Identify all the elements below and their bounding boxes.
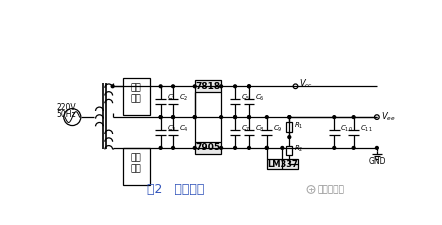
Text: $C_3$: $C_3$ <box>167 124 176 134</box>
Circle shape <box>64 109 81 126</box>
Text: $C_{11}$: $C_{11}$ <box>360 124 373 134</box>
Circle shape <box>193 116 196 119</box>
Text: $R_2$: $R_2$ <box>294 144 304 154</box>
Circle shape <box>352 146 355 149</box>
Circle shape <box>220 146 222 149</box>
Circle shape <box>193 85 196 88</box>
Circle shape <box>248 85 251 88</box>
Circle shape <box>376 146 378 149</box>
Text: 半波: 半波 <box>131 84 141 93</box>
Circle shape <box>159 116 162 119</box>
Bar <box>286 122 293 132</box>
Circle shape <box>171 146 175 149</box>
Text: $V_{cc}$: $V_{cc}$ <box>299 78 313 90</box>
Text: $C_{10}$: $C_{10}$ <box>340 124 353 134</box>
Circle shape <box>288 116 291 119</box>
Text: $C_8$: $C_8$ <box>255 124 265 134</box>
Circle shape <box>266 116 268 119</box>
Text: $V_{ee}$: $V_{ee}$ <box>381 111 396 123</box>
Text: 整流: 整流 <box>131 165 141 174</box>
Text: LM337: LM337 <box>267 160 298 169</box>
Circle shape <box>281 146 284 149</box>
Circle shape <box>266 146 268 149</box>
Circle shape <box>171 116 175 119</box>
Text: 半波: 半波 <box>131 154 141 163</box>
Bar <box>195 142 221 154</box>
Circle shape <box>193 146 196 149</box>
Text: $C_2$: $C_2$ <box>179 93 189 103</box>
Circle shape <box>288 136 291 139</box>
Circle shape <box>333 116 335 119</box>
Text: 50Hz: 50Hz <box>57 110 76 119</box>
Text: 7818: 7818 <box>195 82 221 91</box>
Bar <box>267 159 298 169</box>
Text: $C_5$: $C_5$ <box>241 93 251 103</box>
Circle shape <box>234 116 236 119</box>
Text: 220V: 220V <box>57 103 76 112</box>
Circle shape <box>333 146 335 149</box>
Circle shape <box>352 116 355 119</box>
Text: $C_1$: $C_1$ <box>167 93 176 103</box>
Text: $R_1$: $R_1$ <box>294 120 304 131</box>
Circle shape <box>220 116 222 119</box>
Circle shape <box>248 85 251 88</box>
Circle shape <box>374 115 379 119</box>
Text: 图2   辅助电源: 图2 辅助电源 <box>147 183 204 196</box>
Bar <box>286 146 293 155</box>
Circle shape <box>111 85 114 88</box>
Circle shape <box>193 116 196 119</box>
Circle shape <box>248 116 251 119</box>
Circle shape <box>234 85 236 88</box>
Text: $C_7$: $C_7$ <box>241 124 251 134</box>
Text: 7905: 7905 <box>195 143 221 152</box>
Circle shape <box>288 116 291 119</box>
Circle shape <box>234 146 236 149</box>
Circle shape <box>159 85 162 88</box>
Text: $C_6$: $C_6$ <box>255 93 265 103</box>
Text: $C_4$: $C_4$ <box>179 124 189 134</box>
Bar <box>123 78 150 115</box>
Circle shape <box>159 116 162 119</box>
Text: GND: GND <box>368 157 385 166</box>
Circle shape <box>171 85 175 88</box>
Circle shape <box>171 116 175 119</box>
Circle shape <box>248 146 251 149</box>
Bar <box>195 80 221 92</box>
Circle shape <box>266 146 268 149</box>
Text: 半导体在线: 半导体在线 <box>317 185 344 194</box>
Text: 整流: 整流 <box>131 95 141 104</box>
Circle shape <box>293 84 298 89</box>
Text: $C_9$: $C_9$ <box>273 124 282 134</box>
Circle shape <box>234 116 236 119</box>
Circle shape <box>220 85 222 88</box>
Circle shape <box>159 146 162 149</box>
Bar <box>123 148 150 185</box>
Circle shape <box>248 116 251 119</box>
